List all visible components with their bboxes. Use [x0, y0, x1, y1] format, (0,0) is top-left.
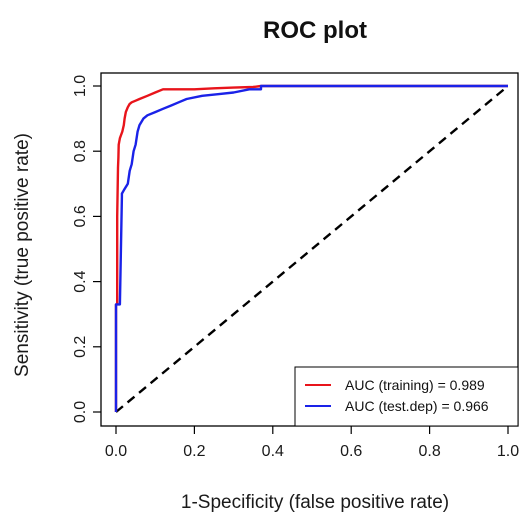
y-tick-label: 0.6 [72, 205, 89, 227]
legend-label: AUC (training) = 0.989 [345, 377, 485, 393]
x-tick-label: 0.2 [183, 443, 205, 460]
x-tick-label: 0.0 [105, 443, 127, 460]
y-tick-label: 1.0 [72, 75, 89, 97]
legend-label: AUC (test.dep) = 0.966 [345, 398, 489, 414]
y-tick-label: 0.8 [72, 140, 89, 162]
chart-title: ROC plot [263, 17, 367, 44]
legend-box [294, 366, 519, 427]
x-tick-label: 0.6 [340, 443, 362, 460]
x-tick-label: 1.0 [497, 443, 519, 460]
x-tick-label: 0.4 [262, 443, 284, 460]
y-tick-label: 0.2 [72, 336, 89, 358]
y-axis-label: Sensitivity (true positive rate) [12, 133, 33, 377]
x-axis-label: 1-Specificity (false positive rate) [181, 492, 449, 513]
y-tick-label: 0.0 [72, 401, 89, 423]
reference-diagonal [115, 85, 509, 413]
y-tick-label: 0.4 [72, 270, 89, 292]
x-tick-label: 0.8 [418, 443, 440, 460]
series-line-test [114, 84, 508, 412]
series-line-training [114, 84, 508, 412]
